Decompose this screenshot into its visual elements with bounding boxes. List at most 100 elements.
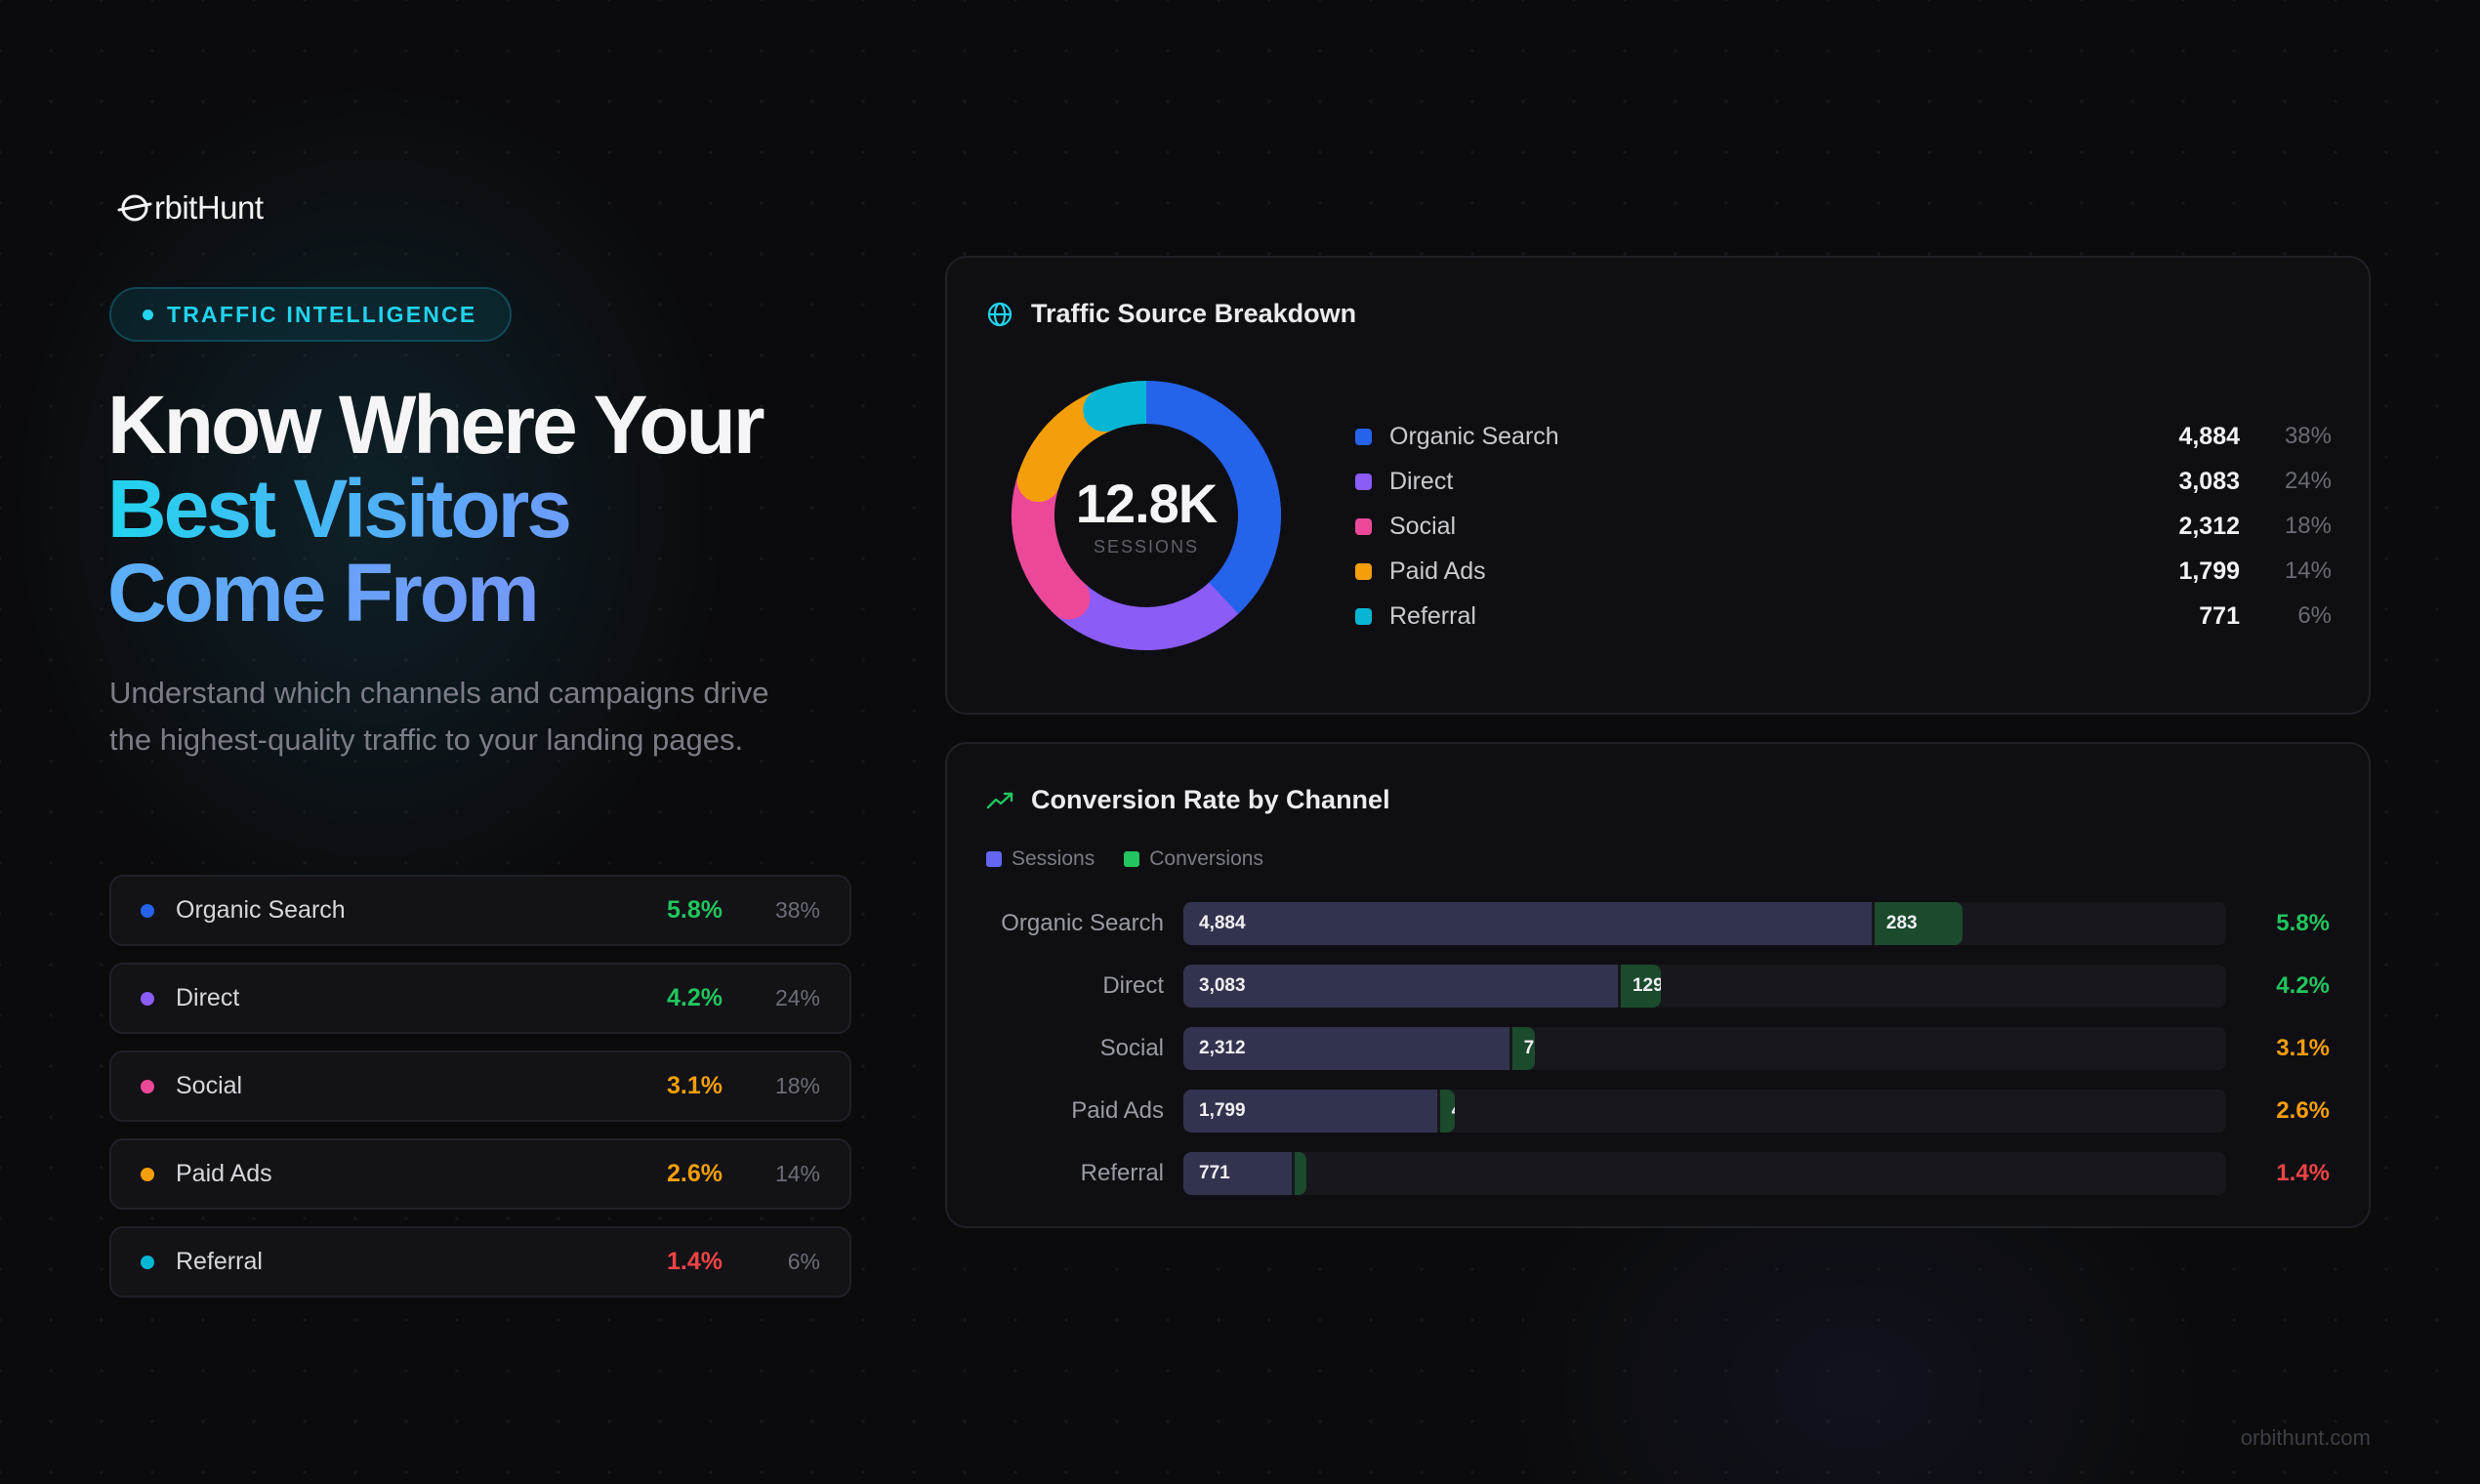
section-tag: TRAFFIC INTELLIGENCE bbox=[109, 287, 513, 342]
bar-row-social[interactable]: Social 2,312 72 3.1% bbox=[947, 1017, 2369, 1080]
sessions-bar: 3,083 bbox=[1183, 965, 1618, 1008]
channel-name: Direct bbox=[176, 984, 240, 1011]
legend-item-conversions[interactable]: Conversions bbox=[1124, 847, 1263, 871]
legend-name: Organic Search bbox=[1389, 422, 1559, 450]
channel-list: Organic Search 5.8% 38% Direct 4.2% 24% … bbox=[109, 875, 851, 1298]
bar-track: 4,884 283 bbox=[1183, 902, 2226, 945]
channel-rate: 3.1% bbox=[667, 1072, 723, 1099]
headline-line-1: Know Where Your bbox=[107, 379, 765, 471]
legend-swatch bbox=[1355, 607, 1372, 625]
conversions-swatch bbox=[1124, 851, 1140, 867]
page-subtext: Understand which channels and campaigns … bbox=[109, 676, 769, 757]
conversions-bar: 129 bbox=[1620, 965, 1661, 1008]
page-headline: Know Where Your Best Visitors Come From bbox=[107, 379, 765, 635]
legend-name: Paid Ads bbox=[1389, 556, 1486, 585]
legend-percent: 38% bbox=[2284, 423, 2332, 449]
bar-rate: 5.8% bbox=[2276, 910, 2330, 936]
channel-name: Referral bbox=[176, 1248, 263, 1275]
conversions-bar: 47 bbox=[1439, 1090, 1455, 1133]
legend-sessions-label: Sessions bbox=[1012, 847, 1095, 870]
channel-row-social[interactable]: Social 3.1% 18% bbox=[109, 1051, 851, 1122]
legend-name: Direct bbox=[1389, 467, 1454, 495]
bar-label: Referral bbox=[1080, 1160, 1164, 1186]
channel-name: Social bbox=[176, 1072, 243, 1099]
brand-logo[interactable]: rbitHunt bbox=[117, 189, 264, 227]
legend-name: Referral bbox=[1389, 601, 1476, 630]
bar-row-referral[interactable]: Referral 771 1.4% bbox=[947, 1142, 2369, 1205]
legend-swatch bbox=[1355, 473, 1372, 490]
channel-rate: 4.2% bbox=[667, 984, 723, 1011]
donut-center: 12.8K SESSIONS bbox=[1010, 379, 1283, 652]
channel-share: 18% bbox=[774, 1073, 820, 1098]
bar-track: 3,083 129 bbox=[1183, 965, 2226, 1008]
donut-slice-referral[interactable] bbox=[1083, 381, 1168, 433]
brand-name: rbitHunt bbox=[154, 189, 264, 226]
legend-swatch bbox=[1355, 517, 1372, 535]
legend-row-organic-search[interactable]: Organic Search 4,884 38% bbox=[1355, 414, 2332, 459]
sessions-swatch bbox=[986, 851, 1002, 867]
legend-swatch bbox=[1355, 562, 1372, 580]
conversion-bar-chart: Organic Search 4,884 283 5.8% Direct 3,0… bbox=[947, 892, 2369, 1205]
channel-share: 6% bbox=[787, 1249, 820, 1274]
legend-value: 3,083 bbox=[2178, 467, 2240, 495]
legend-value: 771 bbox=[2199, 601, 2240, 630]
legend-conversions-label: Conversions bbox=[1149, 847, 1263, 870]
channel-name: Paid Ads bbox=[176, 1160, 272, 1187]
channel-dot-icon bbox=[141, 991, 154, 1006]
channel-row-organic-search[interactable]: Organic Search 5.8% 38% bbox=[109, 875, 851, 946]
tag-label: TRAFFIC INTELLIGENCE bbox=[167, 301, 477, 327]
legend-value: 2,312 bbox=[2178, 512, 2240, 540]
bar-track: 1,799 47 bbox=[1183, 1090, 2226, 1133]
legend-item-sessions[interactable]: Sessions bbox=[986, 847, 1095, 871]
traffic-source-card: Traffic Source Breakdown 12.8K SESSIONS … bbox=[945, 256, 2371, 715]
donut-slice-organic-search-overlay[interactable] bbox=[1145, 381, 1281, 614]
bar-track: 2,312 72 bbox=[1183, 1027, 2226, 1070]
conversions-bar bbox=[1295, 1152, 1307, 1195]
channel-share: 24% bbox=[774, 985, 820, 1010]
channel-rate: 2.6% bbox=[667, 1160, 723, 1187]
bar-label: Paid Ads bbox=[1071, 1097, 1164, 1124]
donut-total-value: 12.8K bbox=[1075, 472, 1218, 534]
headline-line-3: Come From bbox=[107, 551, 763, 635]
channel-row-direct[interactable]: Direct 4.2% 24% bbox=[109, 963, 851, 1034]
orbit-logo-icon bbox=[117, 194, 152, 222]
legend-row-paid-ads[interactable]: Paid Ads 1,799 14% bbox=[1355, 549, 2332, 594]
bar-label: Direct bbox=[1102, 972, 1164, 999]
trending-up-icon bbox=[986, 792, 1013, 808]
legend-row-referral[interactable]: Referral 771 6% bbox=[1355, 594, 2332, 639]
legend-row-social[interactable]: Social 2,312 18% bbox=[1355, 504, 2332, 549]
channel-dot-icon bbox=[141, 903, 154, 918]
bar-row-direct[interactable]: Direct 3,083 129 4.2% bbox=[947, 955, 2369, 1017]
donut-slice-direct[interactable] bbox=[1047, 576, 1246, 650]
channel-share: 14% bbox=[774, 1161, 820, 1186]
conversion-legend: Sessions Conversions bbox=[986, 847, 1263, 871]
legend-name: Social bbox=[1389, 512, 1457, 540]
donut-total-label: SESSIONS bbox=[1093, 536, 1200, 556]
legend-percent: 24% bbox=[2284, 468, 2332, 494]
footer-url[interactable]: orbithunt.com bbox=[2240, 1425, 2371, 1450]
channel-rate: 5.8% bbox=[667, 896, 723, 924]
bar-label: Social bbox=[1099, 1035, 1164, 1061]
legend-row-direct[interactable]: Direct 3,083 24% bbox=[1355, 459, 2332, 504]
legend-percent: 14% bbox=[2284, 557, 2332, 584]
bar-row-paid-ads[interactable]: Paid Ads 1,799 47 2.6% bbox=[947, 1080, 2369, 1142]
channel-dot-icon bbox=[141, 1255, 154, 1269]
bar-rate: 3.1% bbox=[2276, 1035, 2330, 1061]
tag-dot-icon bbox=[143, 309, 153, 320]
channel-row-referral[interactable]: Referral 1.4% 6% bbox=[109, 1226, 851, 1298]
sessions-bar: 771 bbox=[1183, 1152, 1293, 1195]
channel-dot-icon bbox=[141, 1167, 154, 1181]
conversion-rate-card: Conversion Rate by Channel Sessions Conv… bbox=[945, 742, 2371, 1228]
channel-rate: 1.4% bbox=[667, 1248, 723, 1275]
sessions-bar: 4,884 bbox=[1183, 902, 1872, 945]
channel-row-paid-ads[interactable]: Paid Ads 2.6% 14% bbox=[109, 1138, 851, 1210]
bar-rate: 2.6% bbox=[2276, 1097, 2330, 1124]
conversions-bar: 72 bbox=[1511, 1027, 1535, 1070]
conversions-bar: 283 bbox=[1874, 902, 1963, 945]
traffic-legend: Organic Search 4,884 38% Direct 3,083 24… bbox=[1355, 414, 2332, 639]
channel-dot-icon bbox=[141, 1079, 154, 1093]
conversion-card-title: Conversion Rate by Channel bbox=[1031, 785, 1390, 814]
traffic-donut-chart[interactable]: 12.8K SESSIONS bbox=[1010, 379, 1283, 652]
bar-label: Organic Search bbox=[1001, 910, 1164, 936]
bar-row-organic-search[interactable]: Organic Search 4,884 283 5.8% bbox=[947, 892, 2369, 955]
